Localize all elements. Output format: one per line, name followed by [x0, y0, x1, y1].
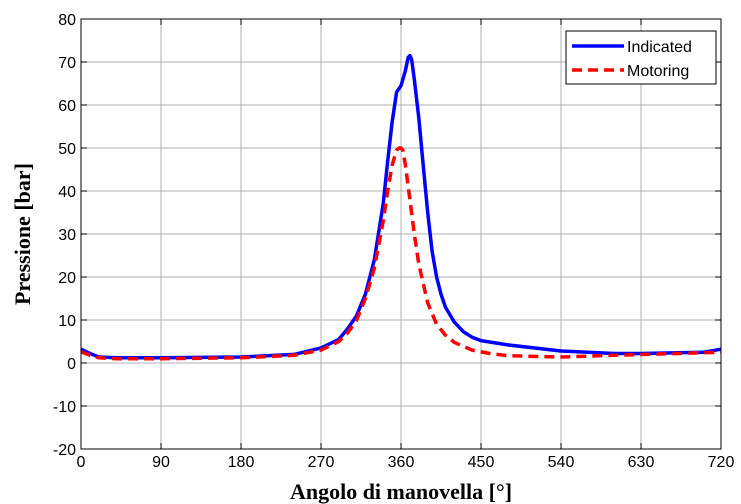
y-tick-label: 40 — [58, 184, 76, 201]
legend-label-indicated: Indicated — [627, 39, 692, 56]
y-tick-label: 30 — [58, 227, 76, 244]
y-tick-label: 50 — [58, 141, 76, 158]
y-tick-label: 20 — [58, 270, 76, 287]
x-axis-label: Angolo di manovella [°] — [290, 479, 512, 504]
x-tick-label: 180 — [228, 454, 255, 471]
legend-box — [565, 30, 717, 85]
y-tick-label: 10 — [58, 313, 76, 330]
y-tick-label: 80 — [58, 12, 76, 29]
y-tick-label: -20 — [53, 442, 76, 459]
x-tick-label: 360 — [388, 454, 415, 471]
x-tick-label: 630 — [628, 454, 655, 471]
y-tick-label: -10 — [53, 399, 76, 416]
legend: Indicated Motoring — [565, 30, 717, 85]
legend-label-motoring: Motoring — [627, 63, 689, 80]
tick-labels: 0 90 180 270 360 450 540 630 720 -20 -10 0 10 20 30 40 5… — [53, 12, 735, 471]
x-tick-label: 0 — [77, 454, 86, 471]
x-tick-label: 720 — [708, 454, 735, 471]
y-tick-label: 70 — [58, 55, 76, 72]
x-tick-label: 90 — [152, 454, 170, 471]
y-tick-label: 60 — [58, 98, 76, 115]
series-line-motoring — [80, 146, 722, 361]
y-axis-label: Pressione [bar] — [10, 163, 35, 305]
y-tick-label: 0 — [67, 356, 76, 373]
series-layer — [80, 53, 722, 361]
x-tick-label: 450 — [468, 454, 495, 471]
x-tick-label: 270 — [308, 454, 335, 471]
x-tick-label: 540 — [548, 454, 575, 471]
